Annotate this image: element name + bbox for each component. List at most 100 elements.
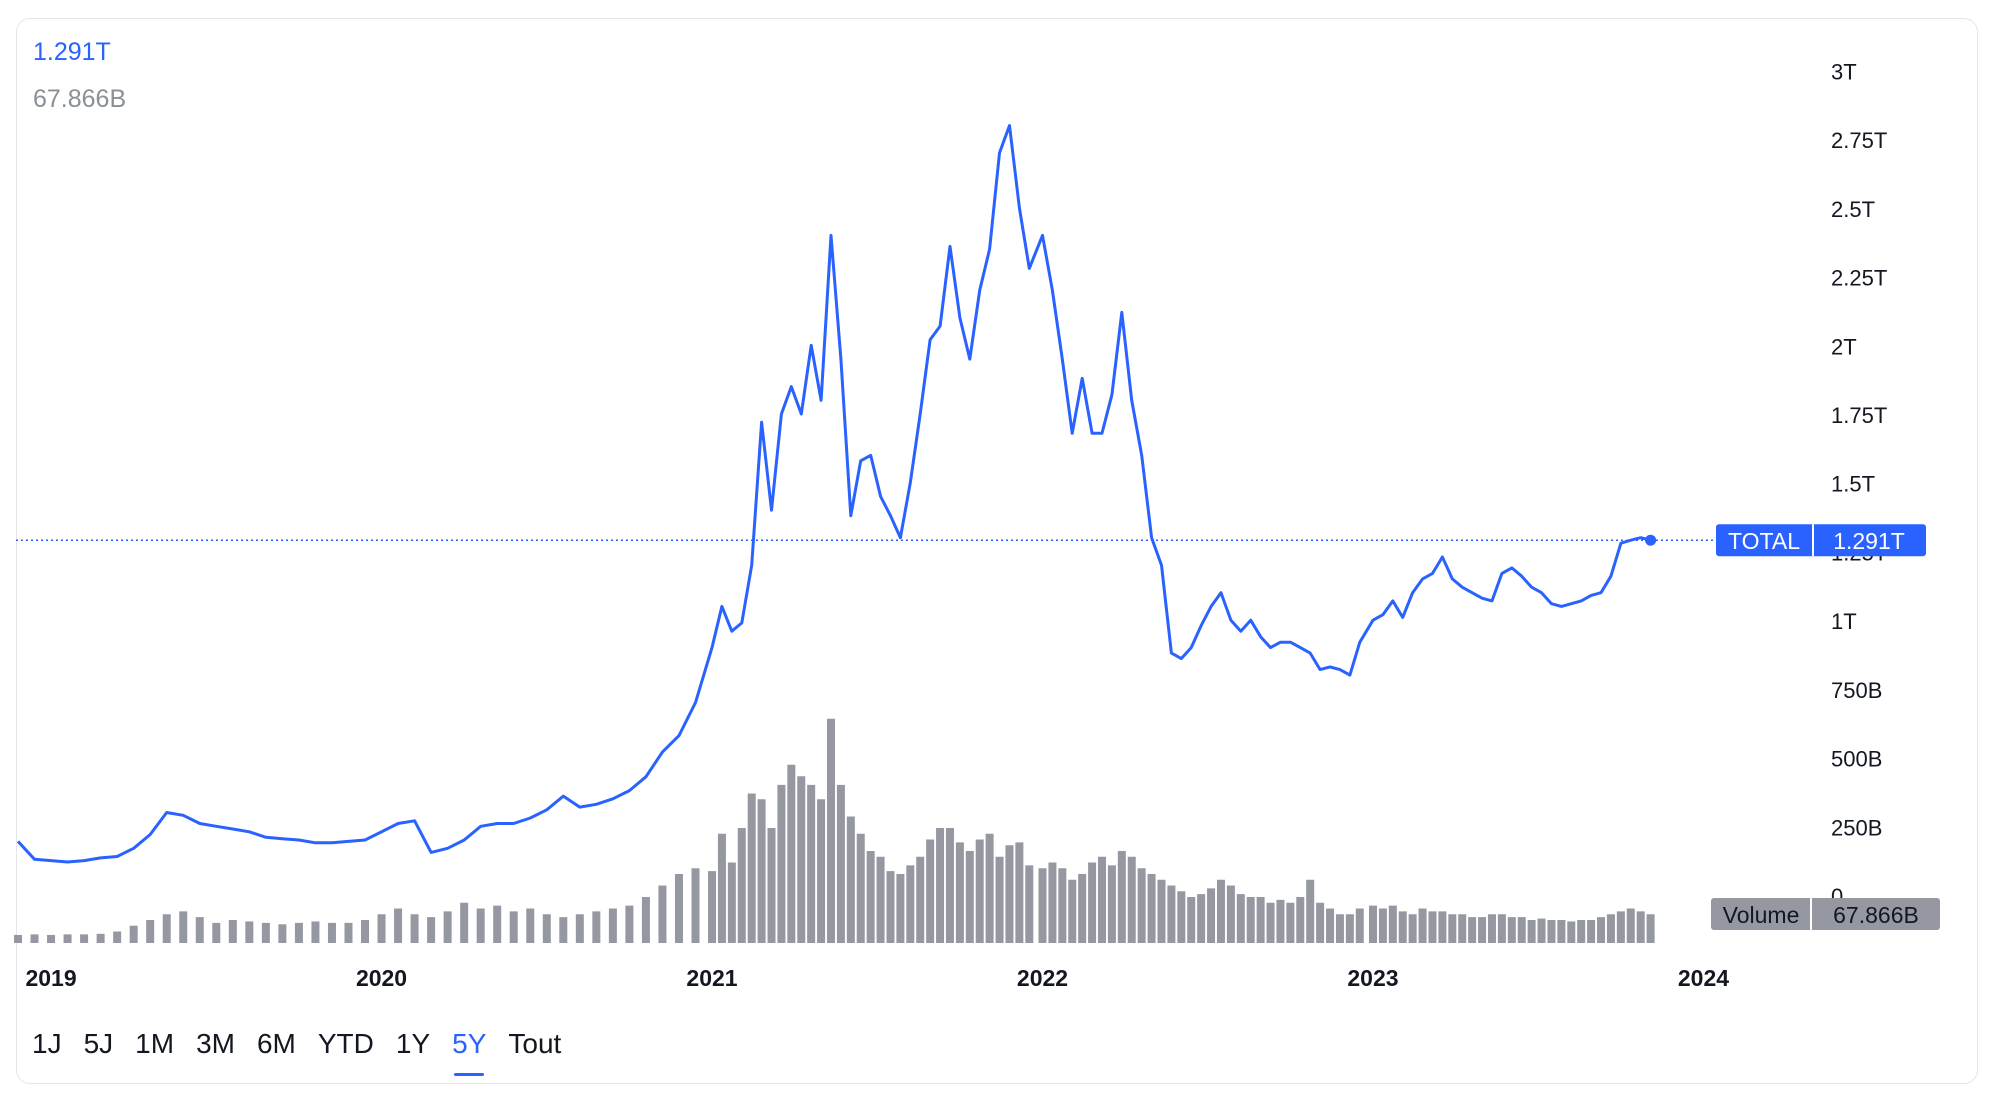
range-button-tout[interactable]: Tout <box>508 1028 562 1059</box>
volume-bar <box>460 902 469 943</box>
volume-bar <box>985 833 994 943</box>
volume-bar <box>817 799 826 943</box>
volume-bar <box>195 917 204 943</box>
range-button-6m[interactable]: 6M <box>256 1028 296 1059</box>
volume-bar <box>1547 920 1556 943</box>
volume-bar <box>777 784 786 943</box>
volume-bar <box>1418 908 1427 943</box>
volume-bar <box>63 934 72 943</box>
volume-bar <box>410 914 419 943</box>
volume-bar <box>311 921 320 943</box>
volume-bar <box>737 828 746 943</box>
volume-bar <box>1246 897 1255 943</box>
range-button-1y[interactable]: 1Y <box>395 1028 431 1059</box>
y-tick-label: 250B <box>1831 815 1882 840</box>
volume-bar <box>856 833 865 943</box>
volume-bar <box>1256 897 1265 943</box>
volume-bar <box>1597 917 1606 943</box>
volume-bar <box>377 914 386 943</box>
y-tick-label: 2T <box>1831 334 1857 359</box>
volume-bar <box>1557 920 1566 943</box>
volume-bar <box>228 920 237 943</box>
volume-bar <box>1226 885 1235 943</box>
volume-badge <box>1711 898 1940 930</box>
volume-bar <box>1468 917 1477 943</box>
price-line <box>16 124 1651 864</box>
volume-bar <box>179 911 188 943</box>
volume-bar <box>1646 914 1655 943</box>
volume-bar <box>1167 885 1176 943</box>
volume-bar <box>1088 862 1097 943</box>
volume-bar <box>1458 914 1467 943</box>
x-tick-label: 2024 <box>1678 965 1729 991</box>
volume-bar <box>916 856 925 943</box>
range-button-5y[interactable]: 5Y <box>452 1022 486 1076</box>
volume-bar <box>747 793 756 943</box>
last-price-dot <box>1645 534 1657 546</box>
volume-bar <box>836 784 845 943</box>
volume-bar <box>1408 914 1417 943</box>
volume-bar <box>1306 879 1315 943</box>
volume-bar <box>1606 914 1615 943</box>
volume-bar <box>162 914 171 943</box>
y-tick-label: 2.75T <box>1831 128 1887 153</box>
volume-bar <box>1398 911 1407 943</box>
volume-bar <box>1478 917 1487 943</box>
volume-bar <box>1335 914 1344 943</box>
volume-name: Volume <box>1723 902 1800 928</box>
range-selector: 1J 5J 1M 3M 6M YTD 1Y 5Y Tout <box>32 1022 583 1076</box>
y-tick-label: 1.5T <box>1831 472 1875 497</box>
volume-bar <box>708 871 717 943</box>
total-value-label: 1.291T <box>33 38 111 66</box>
range-button-1j[interactable]: 1J <box>32 1028 62 1059</box>
volume-bar <box>1207 888 1216 943</box>
volume-bar <box>245 921 254 943</box>
volume-bar <box>1487 914 1496 943</box>
y-tick-label: 750B <box>1831 678 1882 703</box>
last-price-name: TOTAL <box>1728 528 1800 554</box>
volume-bar <box>1587 920 1596 943</box>
volume-bar <box>1266 902 1275 943</box>
volume-value-label: 67.866B <box>33 85 127 113</box>
price-chart[interactable]: 0250B500B750B1T1.25T1.5T1.75T2T2.25T2.5T… <box>0 0 1994 1000</box>
volume-bar <box>1177 891 1186 943</box>
volume-bar <box>1068 879 1077 943</box>
volume-bar <box>493 905 502 943</box>
volume-bar <box>886 871 895 943</box>
series-legend: 1.291T 67.866B <box>33 36 126 115</box>
volume-bar <box>1296 897 1305 943</box>
range-button-5j[interactable]: 5J <box>83 1028 114 1059</box>
range-button-1m[interactable]: 1M <box>135 1028 175 1059</box>
volume-bar <box>1388 905 1397 943</box>
volume-bar <box>361 920 370 943</box>
volume-bar <box>509 911 518 943</box>
volume-bar <box>327 922 336 943</box>
volume-bar <box>1236 894 1245 943</box>
volume-bar <box>30 934 39 943</box>
volume-bar <box>575 914 584 943</box>
volume-bar <box>717 833 726 943</box>
volume-bar <box>1216 879 1225 943</box>
x-tick-label: 2019 <box>25 965 76 991</box>
volume-bar <box>906 865 915 943</box>
volume-bar <box>129 925 138 943</box>
volume-bar <box>1345 914 1354 943</box>
volume-bar <box>47 934 56 943</box>
volume-bar <box>787 764 796 943</box>
volume-bar <box>641 897 650 943</box>
volume-bar <box>443 911 452 943</box>
y-tick-label: 500B <box>1831 747 1882 772</box>
volume-bar <box>427 917 436 943</box>
range-button-3m[interactable]: 3M <box>196 1028 235 1059</box>
volume-bar <box>559 917 568 943</box>
volume-bar <box>926 839 935 943</box>
y-tick-label: 1T <box>1831 609 1857 634</box>
volume-bar <box>278 924 287 943</box>
volume-bar <box>658 885 667 943</box>
volume-bar <box>1276 899 1285 943</box>
volume-bar <box>1015 842 1024 943</box>
range-button-ytd[interactable]: YTD <box>317 1028 374 1059</box>
volume-value: 67.866B <box>1833 902 1919 928</box>
volume-bar <box>797 776 806 943</box>
volume-bar <box>146 920 155 943</box>
